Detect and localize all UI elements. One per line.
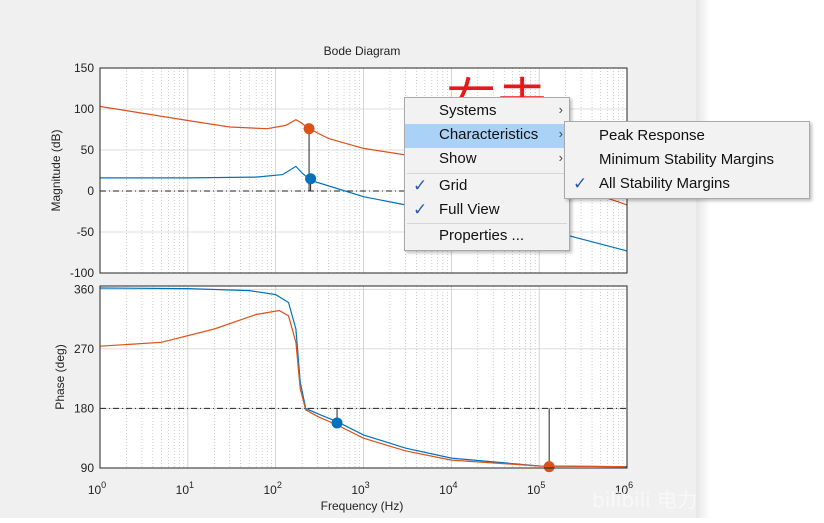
margin-marker[interactable] <box>543 461 555 473</box>
menu-item-full-view[interactable]: ✓ Full View <box>413 200 500 219</box>
margin-marker[interactable] <box>331 417 343 429</box>
watermark: bilibili 电力 <box>592 488 698 512</box>
context-menu[interactable]: Systems › Characteristics › Show › ✓ Gri… <box>404 97 570 251</box>
axes-box <box>99 285 628 469</box>
y-tick-label: 270 <box>74 342 94 356</box>
menu-item-properties[interactable]: Properties ... <box>439 227 525 244</box>
desktop-background <box>696 0 824 518</box>
y-axis-label: Magnitude (dB) <box>49 129 63 211</box>
x-tick-label: 102 <box>263 480 281 497</box>
menu-item-systems[interactable]: Systems › <box>439 102 563 119</box>
y-tick-label: 90 <box>81 461 95 475</box>
y-tick-label: -100 <box>70 266 94 280</box>
series-line-2 <box>99 309 628 468</box>
x-axis-label: Frequency (Hz) <box>321 499 404 513</box>
y-tick-label: 0 <box>87 184 94 198</box>
y-tick-label: 180 <box>74 401 94 415</box>
submenu-item-minimum-stability-margins[interactable]: Minimum Stability Margins <box>599 151 775 168</box>
y-tick-label: 360 <box>74 282 94 296</box>
y-tick-label: 150 <box>74 61 94 75</box>
submenu-item-peak-response[interactable]: Peak Response <box>599 127 705 144</box>
margin-marker[interactable] <box>303 123 315 135</box>
check-icon: ✓ <box>413 200 428 219</box>
menu-separator <box>407 223 567 224</box>
submenu-item-all-stability-margins[interactable]: ✓ All Stability Margins <box>573 174 730 193</box>
y-tick-label: -50 <box>77 225 95 239</box>
y-axis-label: Phase (deg) <box>53 344 67 409</box>
x-tick-label: 105 <box>527 480 545 497</box>
x-tick-label: 104 <box>439 480 457 497</box>
submenu-arrow-icon: › <box>558 126 563 141</box>
submenu-arrow-icon: › <box>558 102 563 117</box>
menu-item-characteristics[interactable]: Characteristics › <box>405 124 569 148</box>
y-tick-label: 100 <box>74 102 94 116</box>
y-tick-label: 50 <box>81 143 95 157</box>
check-icon: ✓ <box>573 174 588 193</box>
x-tick-label: 100 <box>88 480 106 497</box>
menu-item-grid[interactable]: ✓ Grid <box>413 176 468 195</box>
x-tick-label: 101 <box>176 480 194 497</box>
margin-marker[interactable] <box>305 173 317 185</box>
check-icon: ✓ <box>413 176 428 195</box>
menu-separator <box>407 173 567 174</box>
menu-item-show[interactable]: Show › <box>439 150 563 167</box>
chart-title: Bode Diagram <box>324 44 401 58</box>
characteristics-submenu[interactable]: Peak Response Minimum Stability Margins … <box>564 121 810 199</box>
submenu-arrow-icon: › <box>558 150 563 165</box>
x-tick-label: 106 <box>615 480 633 497</box>
bode-plot: Bode Diagram 150 100 50 0 -50 -100 Magnitude (… <box>49 44 633 513</box>
figure-window: Bode Diagram 150 100 50 0 -50 -100 Magnitude (… <box>0 0 696 518</box>
x-tick-label: 103 <box>351 480 369 497</box>
window-edge <box>696 0 710 518</box>
phase-axes[interactable]: 360 270 180 90 Phase (deg) 100 101 102 103 104 105… <box>53 282 633 497</box>
